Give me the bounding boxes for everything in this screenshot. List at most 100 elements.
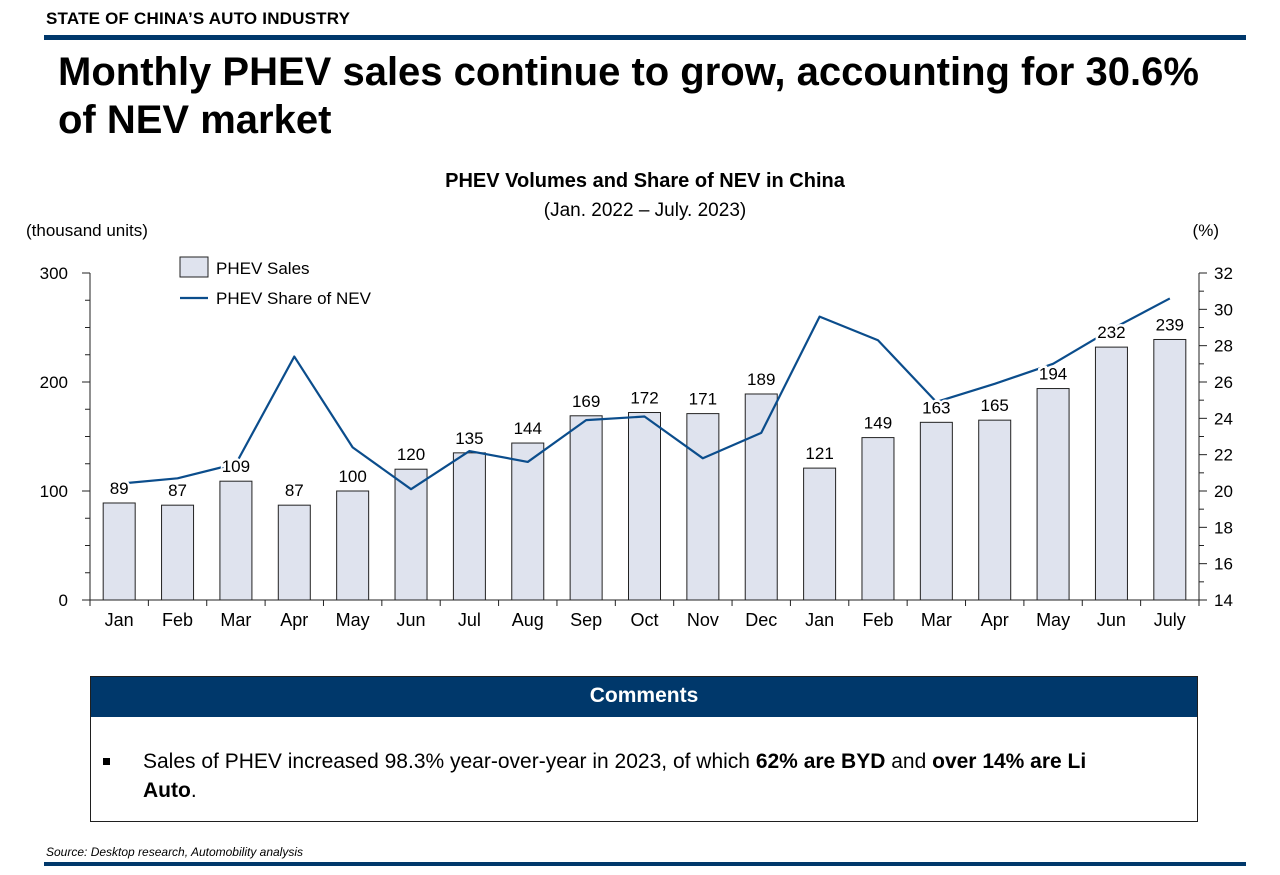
- bar-value-label: 194: [1039, 365, 1067, 384]
- bar-value-label: 144: [514, 419, 542, 438]
- share-line-group: [119, 297, 1171, 491]
- y-tick-label-right: 18: [1214, 518, 1233, 537]
- x-tick-label: May: [336, 610, 370, 630]
- bar: [628, 412, 661, 601]
- bullet-icon: [103, 758, 110, 765]
- source-note: Source: Desktop research, Automobility a…: [46, 845, 304, 859]
- comment-text-part: Sales of PHEV increased 98.3% year-over-…: [143, 750, 756, 773]
- phev-chart: PHEV Volumes and Share of NEV in China (…: [26, 170, 1233, 630]
- bar: [394, 468, 428, 601]
- bar-value-label: 232: [1097, 323, 1125, 342]
- bar: [1094, 346, 1128, 601]
- y-tick-label-right: 26: [1214, 373, 1233, 392]
- comment-item: Sales of PHEV increased 98.3% year-over-…: [103, 747, 1103, 805]
- legend-label-share: PHEV Share of NEV: [216, 289, 372, 308]
- share-line: [119, 297, 1171, 491]
- bar-value-label: 171: [689, 390, 717, 409]
- bar-value-label: 169: [572, 392, 600, 411]
- x-tick-label: Feb: [162, 610, 193, 630]
- bar-value-label: 109: [222, 457, 250, 476]
- y-tick-label-right: 24: [1214, 409, 1233, 428]
- bars-group: [102, 338, 1187, 601]
- bar-value-label: 172: [630, 389, 658, 408]
- chart-title: PHEV Volumes and Share of NEV in China: [445, 170, 846, 192]
- y-tick-label-right: 28: [1214, 337, 1233, 356]
- bar-value-label: 149: [864, 414, 892, 433]
- x-tick-label: Sep: [570, 610, 602, 630]
- x-tick-label: Apr: [981, 610, 1009, 630]
- x-tick-label: Jun: [397, 610, 426, 630]
- bar-value-label: 165: [981, 396, 1009, 415]
- x-tick-label: Feb: [862, 610, 893, 630]
- legend-swatch-bar: [179, 256, 209, 278]
- bar-value-label: 135: [455, 429, 483, 448]
- x-tick-label: Nov: [687, 610, 719, 630]
- y-axis-right-label: (%): [1193, 221, 1219, 240]
- bar: [978, 419, 1012, 601]
- bar-value-label: 89: [110, 479, 129, 498]
- comment-text-part: and: [885, 750, 933, 773]
- data-labels-group: 89 87 109 87 100 120 135 144 169 172 171 189 121 149 1…: [107, 313, 1186, 503]
- bottom-divider: [44, 862, 1246, 866]
- bar: [161, 504, 195, 601]
- section-label: STATE OF CHINA’S AUTO INDUSTRY: [46, 9, 351, 28]
- axes-group: 0 100 200 300 14 16 18 20 22 24 26 28 30 32 Jan Feb Mar A…: [40, 264, 1233, 630]
- bar: [1036, 388, 1070, 601]
- bar: [452, 452, 486, 601]
- y-tick-label-right: 32: [1214, 264, 1233, 283]
- x-tick-label: Apr: [280, 610, 308, 630]
- y-tick-label-right: 14: [1214, 591, 1233, 610]
- bar-value-label: 239: [1156, 315, 1184, 334]
- top-divider: [44, 35, 1246, 40]
- comment-highlight-byd: 62% are BYD: [755, 750, 886, 773]
- y-tick-label-right: 22: [1214, 446, 1233, 465]
- bar: [1153, 338, 1187, 601]
- y-tick-label-left: 100: [40, 482, 68, 501]
- x-tick-label: Mar: [220, 610, 251, 630]
- chart-subtitle: (Jan. 2022 – July. 2023): [544, 200, 746, 221]
- bar-value-label: 120: [397, 445, 425, 464]
- x-tick-label: Jun: [1097, 610, 1126, 630]
- comment-text-part: .: [190, 779, 197, 802]
- y-tick-label-left: 0: [59, 591, 68, 610]
- bar: [277, 504, 311, 601]
- x-tick-label: Oct: [630, 610, 658, 630]
- comment-text: Sales of PHEV increased 98.3% year-over-…: [143, 747, 1103, 805]
- bar-value-label: 189: [747, 370, 775, 389]
- y-tick-label-right: 30: [1214, 300, 1233, 319]
- bar-value-label: 87: [168, 481, 187, 500]
- comment-highlight-li-auto: over 14% are Li Auto: [143, 750, 1087, 802]
- bar: [219, 480, 253, 601]
- bar: [919, 421, 953, 601]
- comments-title: Comments: [91, 677, 1197, 717]
- bar: [336, 490, 370, 601]
- bar-value-label: 100: [338, 467, 366, 486]
- bar: [803, 467, 837, 601]
- bar: [861, 437, 895, 601]
- bar: [102, 502, 136, 601]
- comments-box: Comments Sales of PHEV increased 98.3% y…: [90, 676, 1198, 822]
- bar-value-label: 163: [922, 398, 950, 417]
- x-tick-label: July: [1154, 610, 1186, 630]
- x-tick-label: Dec: [745, 610, 777, 630]
- x-tick-label: Jan: [805, 610, 834, 630]
- page-headline: Monthly PHEV sales continue to grow, acc…: [58, 50, 1199, 142]
- y-tick-label-right: 16: [1214, 555, 1233, 574]
- legend-label-sales: PHEV Sales: [216, 259, 310, 278]
- x-tick-label: Jan: [105, 610, 134, 630]
- y-tick-label-right: 20: [1214, 482, 1233, 501]
- x-tick-label: Mar: [921, 610, 952, 630]
- bar-value-label: 121: [805, 444, 833, 463]
- bar: [511, 442, 545, 601]
- bar-value-label: 87: [285, 481, 304, 500]
- y-tick-label-left: 200: [40, 373, 68, 392]
- bar: [686, 413, 720, 601]
- x-tick-label: May: [1036, 610, 1070, 630]
- y-axis-left-label: (thousand units): [26, 221, 148, 240]
- y-tick-label-left: 300: [40, 264, 68, 283]
- bar: [569, 415, 603, 601]
- legend: PHEV Sales PHEV Share of NEV: [179, 256, 372, 308]
- bar: [744, 393, 778, 601]
- x-tick-label: Aug: [512, 610, 544, 630]
- x-tick-label: Jul: [458, 610, 481, 630]
